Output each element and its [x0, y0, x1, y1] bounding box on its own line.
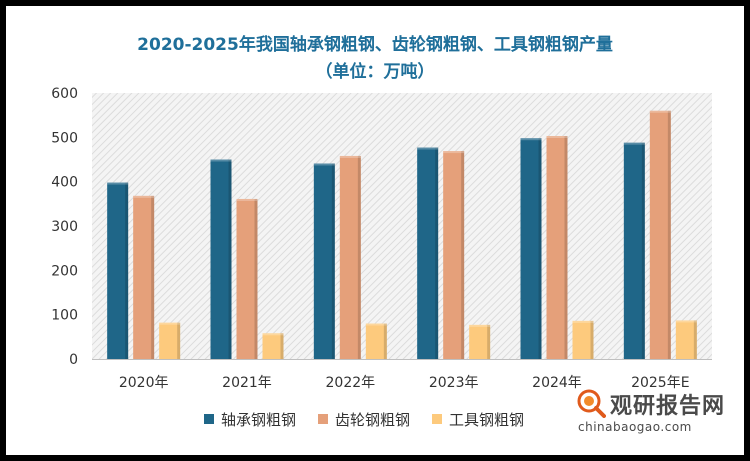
bar-highlight	[210, 159, 232, 162]
bar-highlight	[313, 163, 335, 166]
x-tick-label: 2024年	[532, 375, 582, 391]
bar-highlight	[520, 138, 542, 141]
bar-shade	[331, 163, 335, 359]
bar-shade	[487, 324, 491, 359]
bar	[107, 182, 129, 359]
bar-shade	[564, 136, 568, 359]
plot-area	[92, 93, 712, 359]
bar	[236, 198, 258, 359]
legend-swatch	[318, 414, 329, 424]
bar-shade	[280, 333, 284, 359]
bar-shade	[177, 322, 181, 359]
bar	[520, 138, 542, 359]
y-tick-label: 300	[51, 219, 78, 235]
bar-highlight	[365, 323, 387, 326]
bar-highlight	[339, 155, 361, 158]
x-tick-label: 2020年	[119, 375, 169, 391]
legend-item: 工具钢粗钢	[432, 409, 524, 430]
magnifier-logo-icon	[577, 389, 606, 418]
bar-highlight	[133, 195, 155, 198]
bar-highlight	[159, 322, 181, 325]
legend-label: 工具钢粗钢	[449, 410, 525, 429]
watermark-text: 观研报告网	[610, 394, 726, 419]
bar	[623, 142, 645, 359]
bar-highlight	[623, 142, 645, 145]
y-tick-label: 500	[51, 130, 78, 146]
bar	[133, 195, 155, 359]
bar-shade	[641, 142, 645, 359]
legend-label: 轴承钢粗钢	[221, 410, 297, 429]
bar-highlight	[443, 151, 465, 154]
legend-swatch	[204, 414, 214, 424]
y-tick-label: 200	[51, 263, 78, 279]
y-tick-label: 100	[51, 308, 78, 324]
legend-item: 轴承钢粗钢	[204, 409, 296, 430]
bar-highlight	[107, 182, 129, 185]
bar	[159, 322, 181, 359]
bar	[210, 159, 232, 359]
bar-shade	[254, 198, 258, 359]
x-tick-label: 2021年	[222, 375, 272, 391]
bar-shade	[125, 182, 129, 359]
watermark: 观研报告网 chinabaogao.com	[572, 382, 742, 442]
x-tick-label: 2025年E	[631, 375, 689, 391]
bar-shade	[538, 138, 542, 359]
bar-shade	[667, 110, 671, 359]
bar-highlight	[417, 147, 439, 150]
bar	[572, 320, 594, 359]
watermark-url: chinabaogao.com	[578, 420, 692, 434]
bar-shade	[461, 151, 465, 359]
legend-label: 齿轮钢粗钢	[335, 410, 411, 429]
chart-title: 2020-2025年我国轴承钢粗钢、齿轮钢粗钢、工具钢粗钢产量	[137, 35, 613, 55]
bar-highlight	[572, 320, 594, 323]
bar	[365, 323, 387, 359]
bar-shade	[357, 155, 361, 359]
bar-chart: 0 100 200 300 400 500 600 2020年 2021年 2022年 2023年…	[51, 86, 712, 391]
bar	[339, 155, 361, 359]
y-tick-label: 600	[51, 86, 78, 102]
chart-card: 2020-2025年我国轴承钢粗钢、齿轮钢粗钢、工具钢粗钢产量 （单位：万吨） …	[6, 6, 744, 455]
x-tick-label: 2023年	[429, 375, 479, 391]
bar-shade	[228, 159, 232, 359]
bar	[546, 136, 568, 359]
bar	[313, 163, 335, 359]
bar	[443, 151, 465, 359]
y-tick-label: 400	[51, 175, 78, 191]
bar	[417, 147, 439, 359]
bar	[675, 320, 697, 359]
bar-shade	[435, 147, 439, 359]
bar	[649, 110, 671, 359]
bar-highlight	[262, 333, 284, 336]
bar-highlight	[546, 136, 568, 139]
bar-highlight	[469, 324, 491, 327]
legend: 轴承钢粗钢 齿轮钢粗钢 工具钢粗钢	[204, 408, 524, 430]
legend-item: 齿轮钢粗钢	[318, 409, 410, 430]
chart-subtitle: （单位：万吨）	[315, 62, 435, 82]
bar-highlight	[236, 198, 258, 201]
y-tick-label: 0	[69, 352, 78, 368]
bar-shade	[590, 320, 594, 359]
x-tick-label: 2022年	[326, 375, 376, 391]
bar-shade	[383, 323, 387, 359]
bar-shade	[693, 320, 697, 359]
bar-shade	[151, 195, 155, 359]
bar-highlight	[649, 110, 671, 113]
bar-highlight	[675, 320, 697, 323]
bar	[469, 324, 491, 359]
legend-swatch	[432, 414, 443, 424]
bar	[262, 333, 284, 359]
